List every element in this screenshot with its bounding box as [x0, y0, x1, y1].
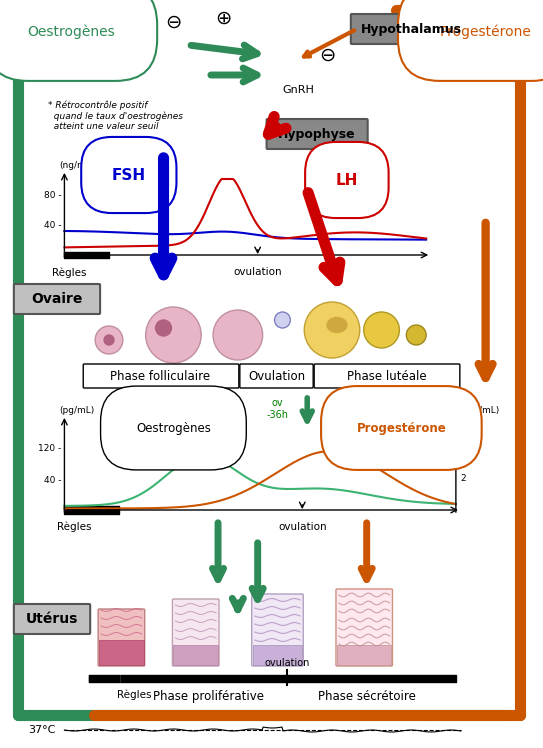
Text: 40 -: 40 -	[44, 221, 61, 230]
FancyBboxPatch shape	[337, 645, 392, 665]
Text: ⊕: ⊕	[215, 8, 231, 28]
Circle shape	[104, 335, 114, 345]
FancyBboxPatch shape	[173, 645, 218, 665]
Text: Ovulation: Ovulation	[248, 370, 305, 382]
Text: (pg/mL): (pg/mL)	[60, 405, 94, 414]
Circle shape	[95, 326, 123, 354]
Circle shape	[156, 320, 172, 336]
Circle shape	[304, 302, 360, 358]
Text: (ng/mL): (ng/mL)	[60, 161, 94, 170]
Circle shape	[364, 312, 400, 348]
Text: 40 -: 40 -	[44, 476, 61, 485]
Circle shape	[146, 307, 201, 363]
Text: Hypothalamus: Hypothalamus	[361, 22, 462, 35]
FancyBboxPatch shape	[267, 119, 368, 149]
Text: Règles: Règles	[52, 267, 87, 278]
Circle shape	[406, 325, 426, 345]
Text: Ovaire: Ovaire	[31, 292, 83, 306]
FancyBboxPatch shape	[314, 364, 460, 388]
Text: FSH: FSH	[112, 168, 146, 183]
Text: Oestrogènes: Oestrogènes	[136, 422, 211, 435]
Text: ov
-36h: ov -36h	[267, 398, 288, 420]
Text: ⊖: ⊖	[319, 46, 335, 64]
Circle shape	[275, 312, 291, 328]
Text: Règles: Règles	[117, 690, 151, 700]
Text: ⊖: ⊖	[165, 13, 181, 31]
Text: 80 -: 80 -	[44, 191, 61, 200]
Text: Phase lutéale: Phase lutéale	[346, 370, 426, 382]
Text: Phase folliculaire: Phase folliculaire	[110, 370, 211, 382]
Text: ovulation: ovulation	[278, 522, 326, 532]
FancyBboxPatch shape	[252, 594, 303, 666]
Text: Phase proliférative: Phase proliférative	[153, 690, 263, 703]
Circle shape	[213, 310, 263, 360]
Text: 120 -: 120 -	[38, 444, 61, 453]
FancyBboxPatch shape	[173, 599, 219, 666]
Text: 4: 4	[461, 453, 466, 462]
Text: 37°C: 37°C	[28, 725, 55, 735]
Text: 6: 6	[461, 434, 466, 443]
FancyBboxPatch shape	[98, 609, 144, 666]
FancyBboxPatch shape	[336, 589, 393, 666]
Text: Progestérone: Progestérone	[357, 422, 446, 435]
FancyBboxPatch shape	[99, 640, 144, 665]
Text: ovulation: ovulation	[265, 658, 310, 668]
Text: (ng/mL): (ng/mL)	[464, 405, 499, 414]
FancyBboxPatch shape	[252, 645, 302, 665]
Text: Règles: Règles	[57, 522, 92, 533]
FancyBboxPatch shape	[14, 604, 90, 634]
Ellipse shape	[327, 317, 347, 333]
Text: GnRH: GnRH	[282, 85, 314, 95]
Text: Hypophyse: Hypophyse	[279, 127, 356, 141]
FancyBboxPatch shape	[351, 14, 472, 44]
Text: ovulation: ovulation	[233, 267, 282, 277]
Text: Oestrogènes: Oestrogènes	[28, 25, 116, 39]
FancyBboxPatch shape	[83, 364, 239, 388]
Text: LH: LH	[336, 173, 358, 188]
Text: * Rétrocontrôle positif
  quand le taux d'oestrogènes
  atteint une valeur seuil: * Rétrocontrôle positif quand le taux d'…	[48, 100, 182, 131]
Text: Utérus: Utérus	[26, 612, 78, 626]
Text: 2: 2	[461, 473, 466, 482]
Text: Phase sécrétoire: Phase sécrétoire	[318, 690, 415, 703]
FancyBboxPatch shape	[240, 364, 313, 388]
FancyBboxPatch shape	[14, 284, 100, 314]
Text: Progestérone: Progestérone	[440, 25, 532, 39]
